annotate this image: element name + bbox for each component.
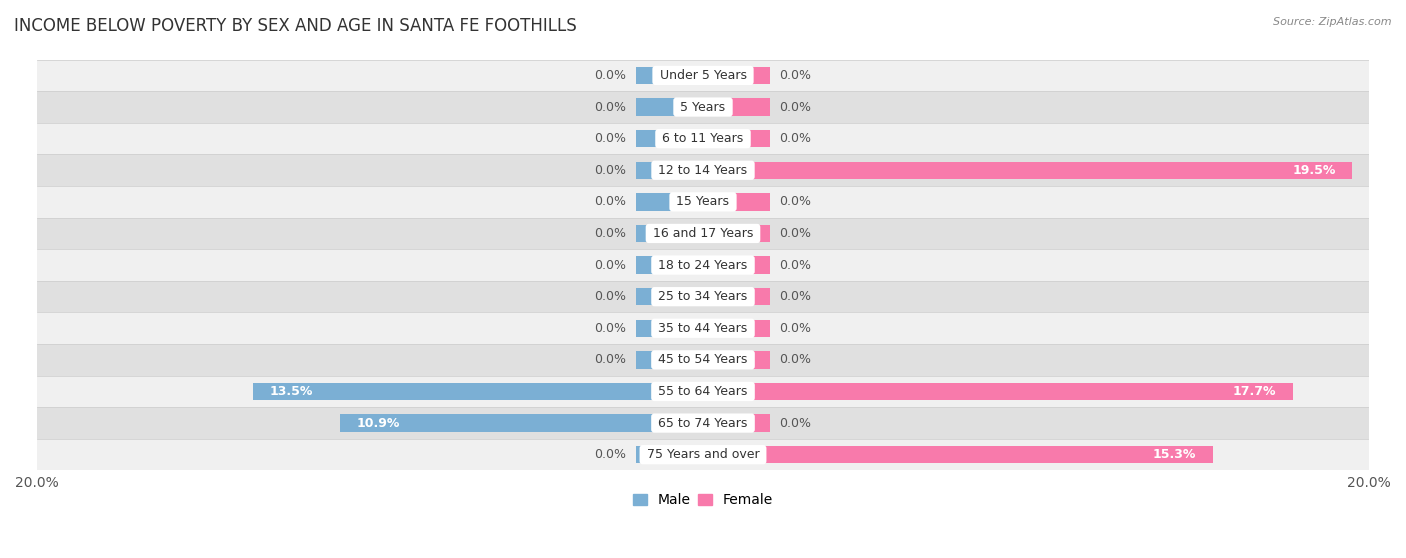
- Text: 0.0%: 0.0%: [595, 258, 627, 272]
- Text: 0.0%: 0.0%: [595, 195, 627, 208]
- Text: 35 to 44 Years: 35 to 44 Years: [654, 322, 752, 335]
- Text: 19.5%: 19.5%: [1292, 163, 1336, 177]
- Text: 0.0%: 0.0%: [595, 290, 627, 303]
- Text: 0.0%: 0.0%: [779, 69, 811, 82]
- Bar: [703, 98, 769, 116]
- Bar: [703, 130, 769, 147]
- Bar: [37, 60, 1369, 92]
- Bar: [703, 320, 769, 337]
- Bar: [637, 320, 703, 337]
- Bar: [703, 256, 769, 274]
- Bar: [703, 383, 1292, 400]
- Text: 0.0%: 0.0%: [595, 163, 627, 177]
- Bar: [637, 225, 703, 242]
- Text: Source: ZipAtlas.com: Source: ZipAtlas.com: [1274, 17, 1392, 27]
- Text: 0.0%: 0.0%: [779, 353, 811, 367]
- Text: 0.0%: 0.0%: [595, 69, 627, 82]
- Text: 0.0%: 0.0%: [595, 100, 627, 113]
- Text: 0.0%: 0.0%: [779, 195, 811, 208]
- Bar: [340, 415, 703, 432]
- Text: 0.0%: 0.0%: [595, 227, 627, 240]
- Bar: [637, 256, 703, 274]
- Text: 55 to 64 Years: 55 to 64 Years: [654, 385, 752, 398]
- Text: 0.0%: 0.0%: [595, 353, 627, 367]
- Bar: [703, 351, 769, 369]
- Bar: [637, 98, 703, 116]
- Text: Under 5 Years: Under 5 Years: [655, 69, 751, 82]
- Text: 6 to 11 Years: 6 to 11 Years: [658, 132, 748, 145]
- Bar: [37, 439, 1369, 470]
- Text: 65 to 74 Years: 65 to 74 Years: [654, 417, 752, 430]
- Legend: Male, Female: Male, Female: [627, 488, 779, 513]
- Bar: [37, 218, 1369, 249]
- Bar: [703, 288, 769, 305]
- Bar: [637, 162, 703, 179]
- Bar: [37, 123, 1369, 155]
- Text: 0.0%: 0.0%: [779, 227, 811, 240]
- Text: 16 and 17 Years: 16 and 17 Years: [648, 227, 758, 240]
- Bar: [37, 281, 1369, 312]
- Text: 5 Years: 5 Years: [676, 100, 730, 113]
- Text: 15 Years: 15 Years: [672, 195, 734, 208]
- Bar: [37, 155, 1369, 186]
- Bar: [37, 312, 1369, 344]
- Text: 17.7%: 17.7%: [1233, 385, 1275, 398]
- Text: 0.0%: 0.0%: [595, 322, 627, 335]
- Text: 15.3%: 15.3%: [1153, 448, 1197, 461]
- Text: 0.0%: 0.0%: [779, 132, 811, 145]
- Text: 0.0%: 0.0%: [779, 290, 811, 303]
- Bar: [703, 225, 769, 242]
- Text: 18 to 24 Years: 18 to 24 Years: [654, 258, 752, 272]
- Text: 45 to 54 Years: 45 to 54 Years: [654, 353, 752, 367]
- Bar: [703, 446, 1212, 463]
- Text: 0.0%: 0.0%: [595, 132, 627, 145]
- Bar: [703, 415, 769, 432]
- Text: 0.0%: 0.0%: [779, 322, 811, 335]
- Bar: [37, 92, 1369, 123]
- Bar: [37, 376, 1369, 407]
- Text: 12 to 14 Years: 12 to 14 Years: [654, 163, 752, 177]
- Text: 0.0%: 0.0%: [779, 417, 811, 430]
- Text: 0.0%: 0.0%: [779, 100, 811, 113]
- Bar: [637, 130, 703, 147]
- Bar: [37, 407, 1369, 439]
- Bar: [637, 446, 703, 463]
- Bar: [37, 249, 1369, 281]
- Bar: [637, 288, 703, 305]
- Bar: [703, 67, 769, 84]
- Bar: [637, 193, 703, 210]
- Text: 0.0%: 0.0%: [779, 258, 811, 272]
- Text: 75 Years and over: 75 Years and over: [643, 448, 763, 461]
- Text: INCOME BELOW POVERTY BY SEX AND AGE IN SANTA FE FOOTHILLS: INCOME BELOW POVERTY BY SEX AND AGE IN S…: [14, 17, 576, 35]
- Bar: [703, 162, 1353, 179]
- Bar: [637, 351, 703, 369]
- Bar: [637, 67, 703, 84]
- Text: 25 to 34 Years: 25 to 34 Years: [654, 290, 752, 303]
- Bar: [37, 344, 1369, 376]
- Text: 0.0%: 0.0%: [595, 448, 627, 461]
- Text: 10.9%: 10.9%: [357, 417, 399, 430]
- Bar: [37, 186, 1369, 218]
- Bar: [253, 383, 703, 400]
- Text: 13.5%: 13.5%: [270, 385, 314, 398]
- Bar: [703, 193, 769, 210]
